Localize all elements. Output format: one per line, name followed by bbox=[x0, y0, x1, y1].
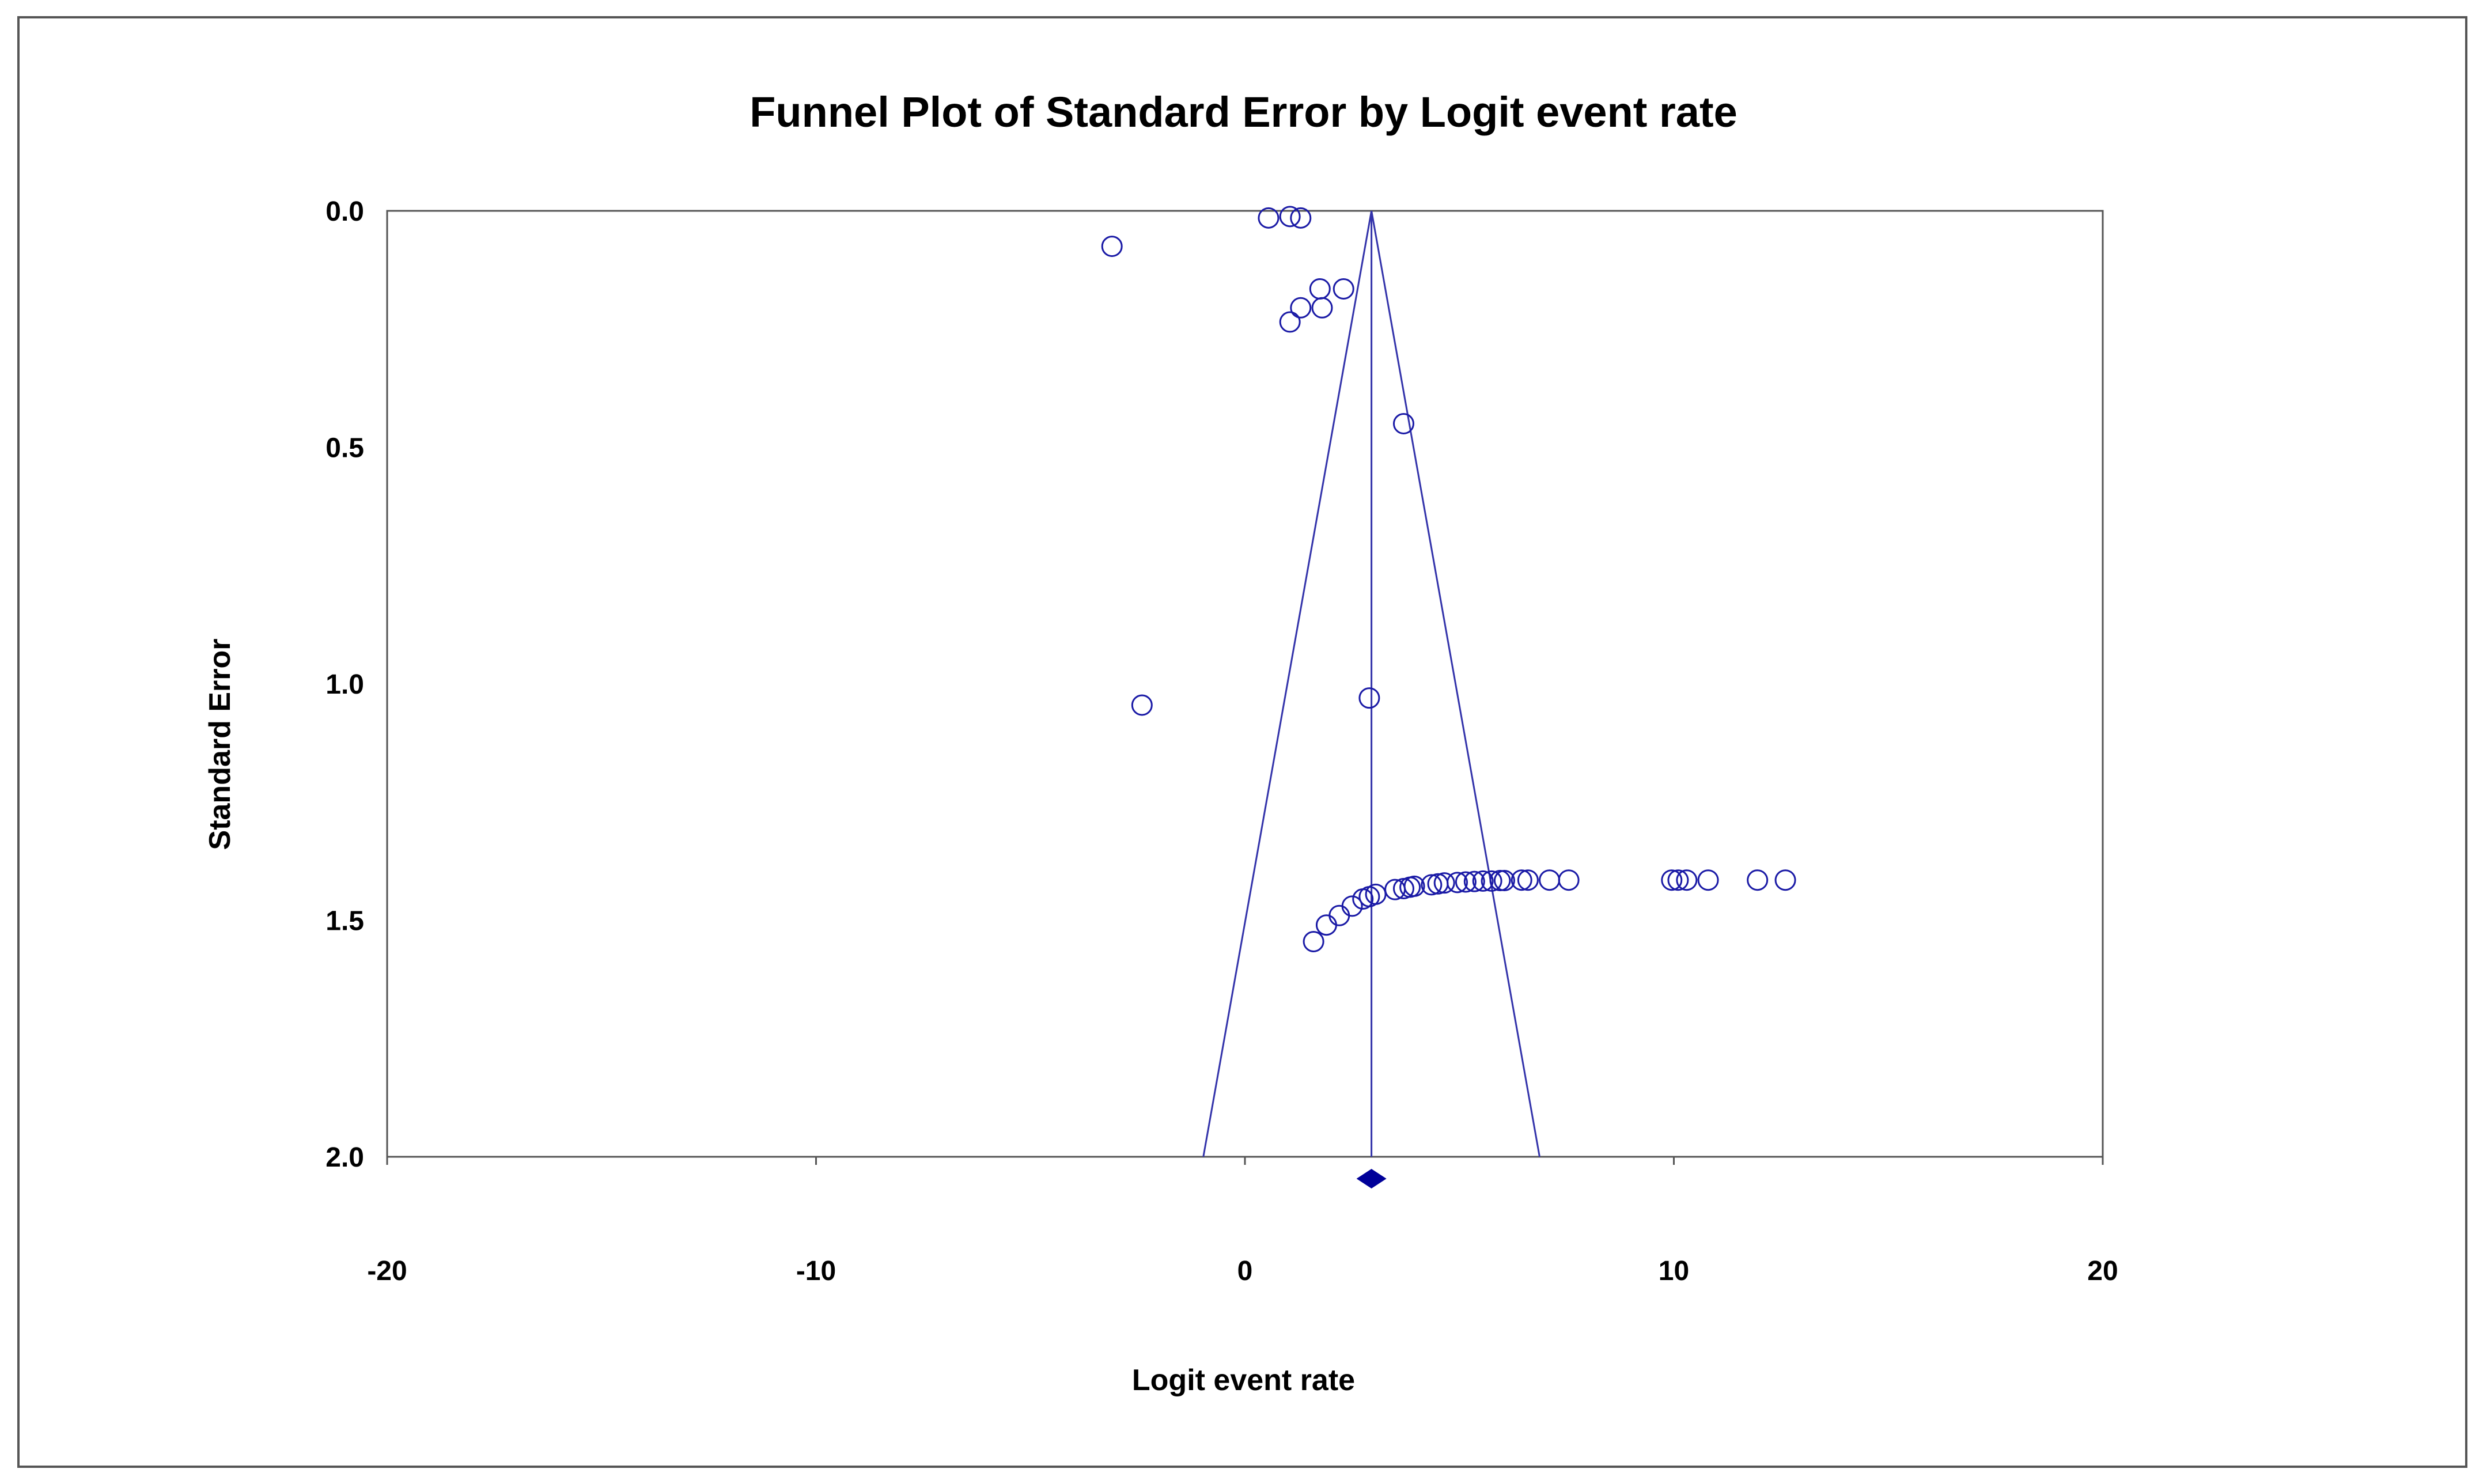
study-point bbox=[1481, 870, 1502, 892]
x-tick-label: 0 bbox=[1237, 1256, 1253, 1286]
y-tick-label: 0.5 bbox=[325, 433, 364, 464]
y-axis-title: Standard Error bbox=[203, 638, 237, 850]
study-point bbox=[1290, 297, 1312, 319]
plot-area bbox=[386, 210, 2104, 1158]
y-tick-label: 1.0 bbox=[325, 669, 364, 700]
study-point bbox=[1358, 687, 1380, 709]
axes-layer bbox=[386, 210, 2104, 1165]
study-point bbox=[1493, 870, 1515, 892]
study-point bbox=[1774, 869, 1796, 891]
study-point bbox=[1328, 904, 1350, 926]
x-tick-label: -20 bbox=[367, 1256, 407, 1286]
chart-frame bbox=[17, 16, 2467, 1468]
study-point bbox=[1511, 869, 1532, 891]
study-point bbox=[1290, 207, 1312, 229]
funnel-right-limit bbox=[1371, 210, 1540, 1157]
study-point bbox=[1558, 869, 1580, 891]
study-point bbox=[1517, 869, 1539, 891]
study-point bbox=[1258, 207, 1280, 229]
study-point bbox=[1311, 297, 1333, 319]
study-point bbox=[1279, 311, 1301, 333]
study-point bbox=[1309, 278, 1331, 300]
study-point bbox=[1333, 278, 1354, 300]
study-point bbox=[1539, 869, 1561, 891]
ticks-layer: -20 -10 0 10 20 0.0 0.5 1.0 1.5 2.0 bbox=[325, 196, 2118, 1286]
study-point bbox=[1365, 883, 1387, 905]
study-point bbox=[1101, 236, 1123, 258]
study-point bbox=[1447, 872, 1468, 894]
funnel-left-limit bbox=[1202, 210, 1373, 1157]
study-point bbox=[1279, 206, 1301, 228]
study-point bbox=[1455, 871, 1477, 893]
study-point bbox=[1661, 869, 1683, 891]
study-point bbox=[1433, 872, 1455, 894]
study-point bbox=[1392, 412, 1414, 434]
study-point bbox=[1403, 875, 1425, 897]
x-axis-title: Logit event rate bbox=[1131, 1364, 1356, 1397]
study-point bbox=[1421, 874, 1443, 896]
chart-title: Funnel Plot of Standard Error by Logit e… bbox=[749, 88, 1738, 136]
study-point bbox=[1697, 869, 1719, 891]
study-point bbox=[1747, 869, 1769, 891]
points-layer bbox=[1101, 206, 1796, 1188]
study-point bbox=[1489, 870, 1511, 892]
study-point bbox=[1303, 930, 1324, 952]
x-tick-label: 10 bbox=[1659, 1256, 1689, 1286]
summary-diamond bbox=[1356, 1169, 1387, 1188]
study-point bbox=[1315, 914, 1337, 936]
study-point bbox=[1667, 869, 1689, 891]
x-tick-label: 20 bbox=[2087, 1256, 2118, 1286]
x-tick-label: -10 bbox=[796, 1256, 836, 1286]
y-tick-label: 2.0 bbox=[325, 1142, 364, 1173]
funnel-layer bbox=[1202, 210, 1540, 1157]
study-point bbox=[1463, 870, 1485, 892]
study-point bbox=[1131, 694, 1153, 716]
y-tick-label: 0.0 bbox=[325, 196, 364, 227]
study-point bbox=[1472, 870, 1494, 892]
study-point bbox=[1341, 895, 1363, 917]
y-tick-label: 1.5 bbox=[325, 906, 364, 937]
study-point bbox=[1676, 869, 1698, 891]
